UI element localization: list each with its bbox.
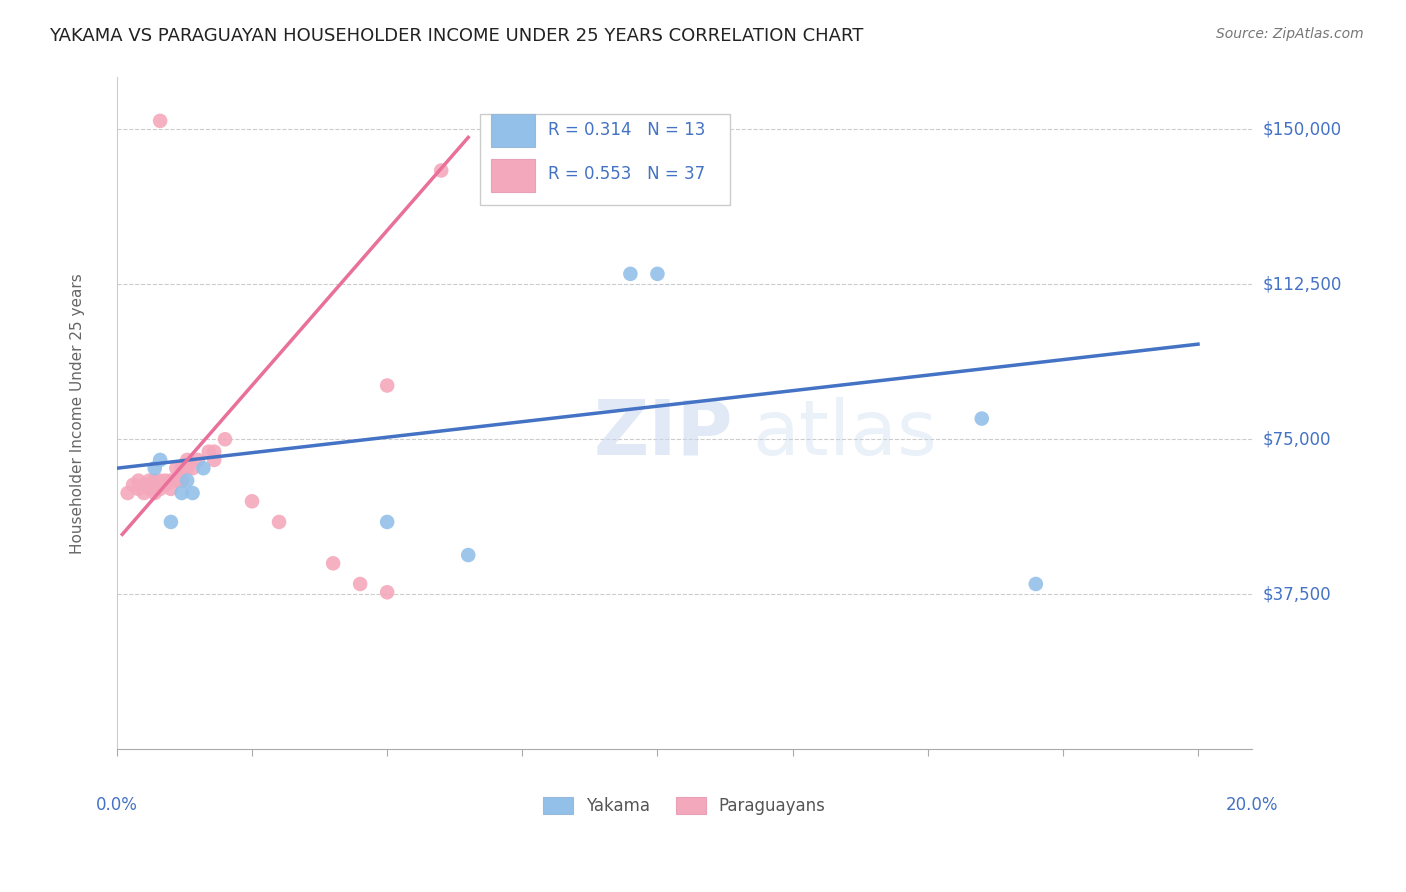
FancyBboxPatch shape xyxy=(492,160,534,192)
Point xyxy=(193,461,215,475)
Point xyxy=(138,474,160,488)
Point xyxy=(155,474,177,488)
Point xyxy=(128,474,150,488)
Text: atlas: atlas xyxy=(752,397,938,471)
Point xyxy=(202,453,225,467)
Point xyxy=(160,474,183,488)
Point xyxy=(149,474,172,488)
Point xyxy=(181,486,204,500)
Point xyxy=(267,515,290,529)
Point xyxy=(143,482,166,496)
Text: ZIP: ZIP xyxy=(593,397,733,471)
Text: Source: ZipAtlas.com: Source: ZipAtlas.com xyxy=(1216,27,1364,41)
Point xyxy=(149,453,172,467)
Text: $37,500: $37,500 xyxy=(1263,585,1331,603)
Text: $75,000: $75,000 xyxy=(1263,430,1331,449)
Point xyxy=(155,477,177,491)
Point xyxy=(143,474,166,488)
Point xyxy=(149,113,172,128)
Text: 20.0%: 20.0% xyxy=(1226,797,1278,814)
Text: 0.0%: 0.0% xyxy=(96,797,138,814)
Point xyxy=(160,482,183,496)
Point xyxy=(970,411,993,425)
Point xyxy=(170,461,193,475)
Point xyxy=(117,486,139,500)
Point xyxy=(170,474,193,488)
Text: R = 0.553   N = 37: R = 0.553 N = 37 xyxy=(548,165,706,183)
Point xyxy=(176,474,198,488)
Text: R = 0.314   N = 13: R = 0.314 N = 13 xyxy=(548,121,706,139)
Point xyxy=(240,494,263,508)
Point xyxy=(128,482,150,496)
Point xyxy=(457,548,479,562)
Point xyxy=(149,482,172,496)
Point xyxy=(375,378,398,392)
Point xyxy=(132,486,155,500)
Point xyxy=(176,453,198,467)
FancyBboxPatch shape xyxy=(479,114,730,205)
Point xyxy=(197,444,219,458)
Point xyxy=(170,486,193,500)
Point xyxy=(143,461,166,475)
Legend: Yakama, Paraguayans: Yakama, Paraguayans xyxy=(537,790,832,822)
Point xyxy=(181,461,204,475)
FancyBboxPatch shape xyxy=(492,114,534,146)
Point xyxy=(1025,577,1047,591)
Point xyxy=(349,577,371,591)
Point xyxy=(165,461,187,475)
Point xyxy=(647,267,669,281)
Point xyxy=(165,474,187,488)
Point xyxy=(187,453,209,467)
Point xyxy=(375,515,398,529)
Text: Householder Income Under 25 years: Householder Income Under 25 years xyxy=(70,273,84,554)
Point xyxy=(619,267,641,281)
Point xyxy=(176,461,198,475)
Point xyxy=(138,482,160,496)
Point xyxy=(143,486,166,500)
Point xyxy=(132,477,155,491)
Point xyxy=(202,444,225,458)
Point xyxy=(122,477,145,491)
Point xyxy=(375,585,398,599)
Point xyxy=(322,557,344,571)
Point xyxy=(214,432,236,446)
Text: $150,000: $150,000 xyxy=(1263,120,1341,138)
Point xyxy=(160,515,183,529)
Text: $112,500: $112,500 xyxy=(1263,276,1343,293)
Text: YAKAMA VS PARAGUAYAN HOUSEHOLDER INCOME UNDER 25 YEARS CORRELATION CHART: YAKAMA VS PARAGUAYAN HOUSEHOLDER INCOME … xyxy=(49,27,863,45)
Point xyxy=(430,163,453,178)
